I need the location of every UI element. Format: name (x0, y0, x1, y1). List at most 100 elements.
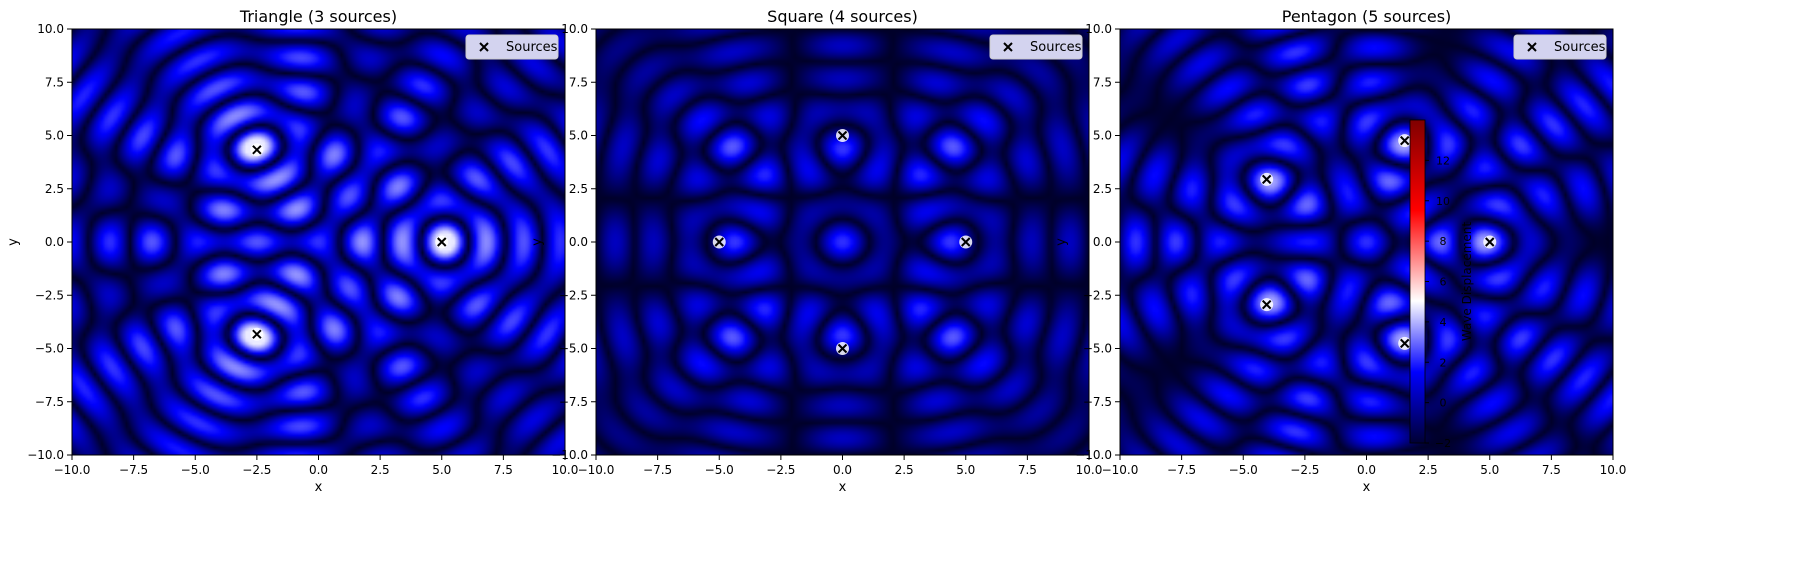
y-tick-label: −7.5 (559, 395, 588, 409)
x-tick-label: 7.5 (494, 463, 513, 477)
y-axis-label: y (6, 238, 21, 246)
y-tick-label: 5.0 (45, 129, 64, 143)
legend-label: Sources (1554, 40, 1606, 55)
y-tick-label: 2.5 (45, 182, 64, 196)
source-marker (836, 342, 849, 355)
x-tick-label: 0.0 (833, 463, 852, 477)
colorbar-tick-label: 12 (1436, 154, 1450, 167)
x-axis-label: x (1363, 480, 1371, 495)
y-tick-label: 0.0 (569, 235, 588, 249)
x-tick-label: −7.5 (643, 463, 672, 477)
y-axis-label: y (1054, 238, 1069, 246)
x-tick-label: 5.0 (956, 463, 975, 477)
x-tick-label: 7.5 (1542, 463, 1561, 477)
y-axis-label: y (530, 238, 545, 246)
legend-box (465, 34, 559, 60)
colorbar-tick-label: −2 (1435, 437, 1451, 450)
source-marker (250, 327, 264, 341)
chart-title: Square (4 sources) (767, 7, 918, 26)
y-tick-label: −2.5 (1083, 288, 1112, 302)
y-tick-label: 0.0 (45, 235, 64, 249)
x-tick-label: 10.0 (1076, 463, 1103, 477)
legend-marker-icon (1527, 42, 1537, 52)
x-tick-label: 0.0 (1357, 463, 1376, 477)
colorbar: −2 0 2 4 6 8 10 12 Wave Displacement (1409, 119, 1474, 450)
y-tick-label: −5.0 (1083, 342, 1112, 356)
x-tick-label: 5.0 (1480, 463, 1499, 477)
y-tick-label: −10.0 (1075, 448, 1112, 462)
colorbar-tick-label: 2 (1440, 356, 1447, 369)
panel-1: Triangle (3 sources) −10.0 −7.5 −5.0 −2.5 0.0… (6, 7, 578, 495)
legend: Sources (465, 34, 559, 60)
source-marker (959, 235, 973, 249)
x-tick-label: 10.0 (552, 463, 579, 477)
legend-box (1513, 34, 1607, 60)
x-tick-label: 10.0 (1600, 463, 1627, 477)
x-tick-label: 2.5 (1419, 463, 1438, 477)
y-tick-label: 7.5 (569, 75, 588, 89)
y-tick-label: −7.5 (35, 395, 64, 409)
legend-label: Sources (506, 40, 558, 55)
colorbar-tick-label: 4 (1440, 316, 1447, 329)
source-marker (1260, 172, 1274, 186)
panel-2: Square (4 sources) −10.0 −7.5 −5.0 −2.5 0.0 2.… (530, 7, 1102, 495)
y-tick-label: 2.5 (1093, 182, 1112, 196)
x-tick-label: −10.0 (1102, 463, 1139, 477)
colorbar-tick-label: 6 (1440, 276, 1447, 289)
y-tick-label: −10.0 (551, 448, 588, 462)
colorbar-tick-label: 0 (1440, 397, 1447, 410)
wave-field-heatmap (1120, 29, 1613, 455)
legend-label: Sources (1030, 40, 1082, 55)
source-marker (1398, 336, 1412, 350)
x-tick-label: −10.0 (54, 463, 91, 477)
x-tick-label: 2.5 (371, 463, 390, 477)
x-tick-label: −5.0 (181, 463, 210, 477)
legend: Sources (989, 34, 1083, 60)
source-marker (836, 129, 849, 142)
y-tick-label: 7.5 (45, 75, 64, 89)
y-tick-label: 7.5 (1093, 75, 1112, 89)
x-tick-label: −7.5 (1167, 463, 1196, 477)
y-tick-label: 5.0 (1093, 129, 1112, 143)
y-tick-label: −2.5 (559, 288, 588, 302)
x-tick-label: 5.0 (432, 463, 451, 477)
source-marker (1260, 298, 1274, 312)
y-tick-label: 10.0 (561, 22, 588, 36)
x-tick-label: −2.5 (766, 463, 795, 477)
source-marker (712, 235, 726, 249)
colorbar-tick-label: 8 (1440, 235, 1447, 248)
colorbar-label: Wave Displacement (1460, 222, 1474, 342)
x-tick-label: −5.0 (705, 463, 734, 477)
source-marker (1483, 235, 1497, 249)
legend-box (989, 34, 1083, 60)
chart-title: Pentagon (5 sources) (1282, 7, 1452, 26)
x-tick-label: 0.0 (309, 463, 328, 477)
legend-marker-icon (479, 42, 489, 52)
y-tick-label: 2.5 (569, 182, 588, 196)
y-tick-label: −5.0 (559, 342, 588, 356)
x-tick-label: −7.5 (119, 463, 148, 477)
source-marker (1398, 134, 1412, 148)
x-axis-label: x (839, 480, 847, 495)
x-tick-label: −2.5 (242, 463, 271, 477)
x-tick-label: −10.0 (578, 463, 615, 477)
y-tick-label: −7.5 (1083, 395, 1112, 409)
y-tick-label: −2.5 (35, 288, 64, 302)
colorbar-gradient (1409, 119, 1426, 444)
x-tick-label: −5.0 (1229, 463, 1258, 477)
chart-title: Triangle (3 sources) (239, 7, 397, 26)
y-tick-label: −10.0 (27, 448, 64, 462)
x-tick-label: 7.5 (1018, 463, 1037, 477)
y-tick-label: 0.0 (1093, 235, 1112, 249)
source-marker (435, 235, 449, 249)
y-tick-label: 10.0 (1085, 22, 1112, 36)
legend-marker-icon (1003, 42, 1013, 52)
y-tick-label: 10.0 (37, 22, 64, 36)
wave-field-heatmap (596, 29, 1089, 455)
x-axis-label: x (315, 480, 323, 495)
legend: Sources (1513, 34, 1607, 60)
colorbar-tick-label: 10 (1436, 195, 1450, 208)
x-tick-label: −2.5 (1290, 463, 1319, 477)
y-tick-label: −5.0 (35, 342, 64, 356)
